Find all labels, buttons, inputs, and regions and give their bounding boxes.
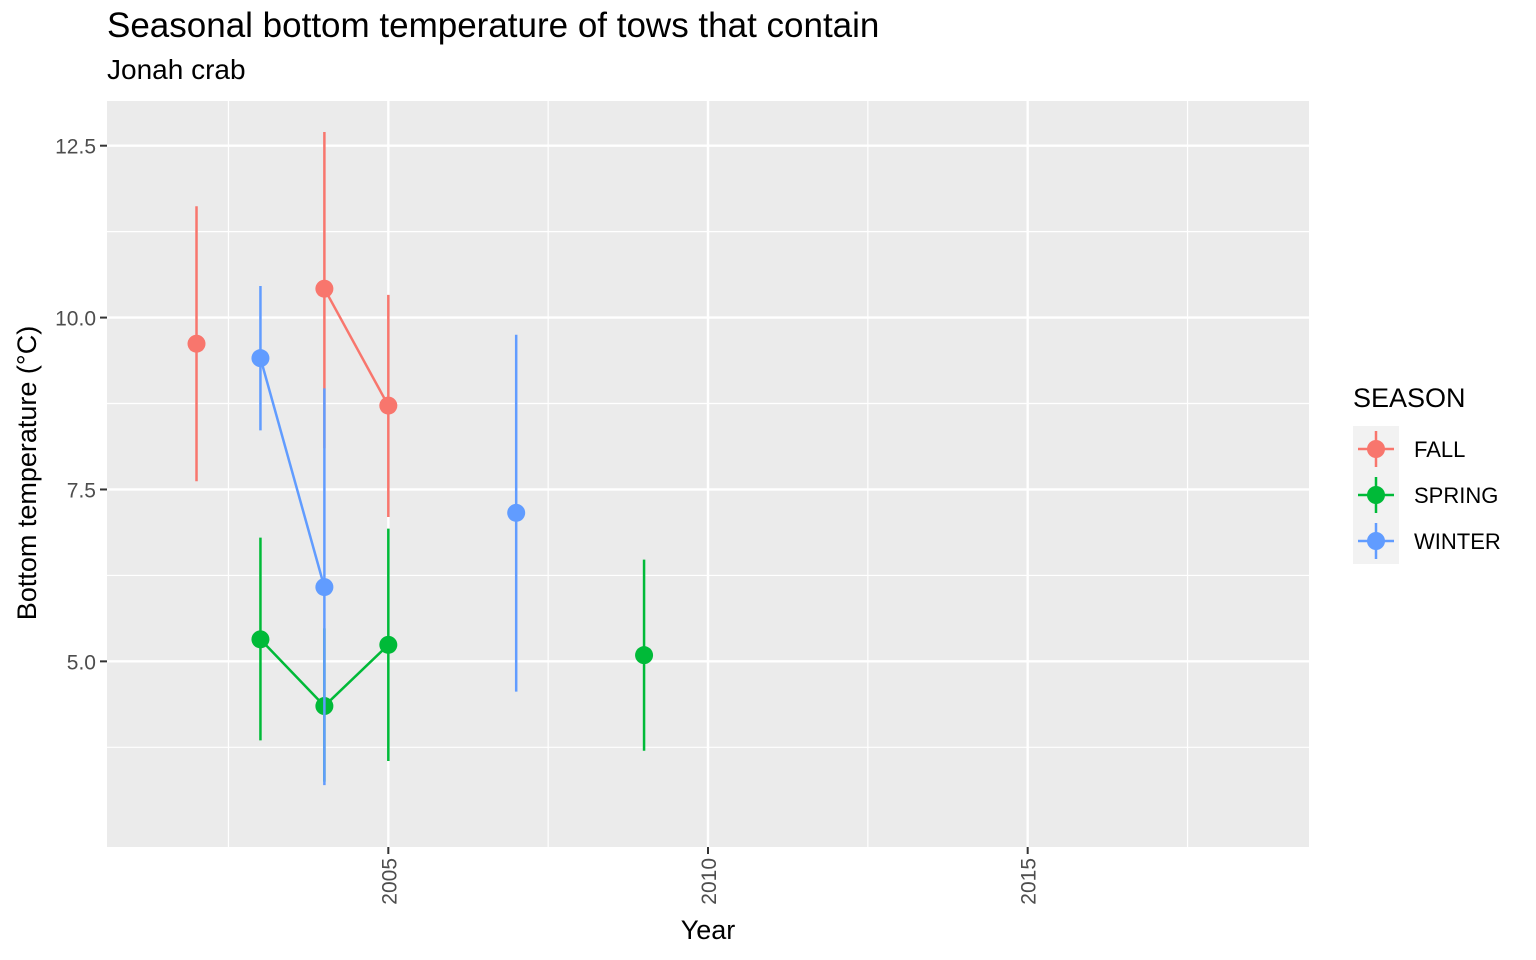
legend-key-spring bbox=[1353, 472, 1399, 518]
y-tick-label: 7.5 bbox=[67, 479, 96, 502]
data-point bbox=[187, 334, 206, 353]
series-line bbox=[323, 643, 390, 707]
x-tick-label: 2015 bbox=[1018, 858, 1041, 905]
legend-label: SPRING bbox=[1414, 483, 1498, 508]
series-layer bbox=[187, 131, 654, 786]
chart-subtitle: Jonah crab bbox=[107, 54, 246, 85]
legend-key-fall bbox=[1353, 426, 1399, 472]
data-point bbox=[507, 503, 526, 522]
series-line bbox=[323, 288, 390, 407]
y-axis-label: Bottom temperature (°C) bbox=[12, 326, 42, 620]
x-tick-label: 2010 bbox=[698, 858, 721, 905]
y-tick-label: 10.0 bbox=[55, 308, 96, 331]
series-line bbox=[259, 638, 326, 707]
data-point bbox=[251, 349, 270, 368]
data-point bbox=[379, 396, 398, 415]
chart-title: Seasonal bottom temperature of tows that… bbox=[107, 6, 880, 45]
legend-key-winter bbox=[1353, 518, 1399, 564]
data-point bbox=[635, 646, 654, 665]
legend-key-point bbox=[1367, 486, 1385, 504]
series-line bbox=[259, 357, 326, 588]
data-point bbox=[379, 635, 398, 654]
y-axis: 5.0 7.5 10.0 12.5 bbox=[55, 136, 107, 674]
legend-title: SEASON bbox=[1353, 383, 1466, 413]
y-tick-label: 12.5 bbox=[55, 136, 96, 159]
legend-label: FALL bbox=[1414, 437, 1465, 462]
x-tick-label: 2005 bbox=[378, 858, 401, 905]
x-axis: 2005 2010 2015 bbox=[378, 847, 1041, 905]
data-point bbox=[315, 578, 334, 597]
legend-key-point bbox=[1367, 440, 1385, 458]
legend-label: WINTER bbox=[1414, 529, 1501, 554]
data-point bbox=[251, 630, 270, 649]
data-point bbox=[315, 279, 334, 298]
series-winter bbox=[251, 285, 526, 786]
legend: SEASON FALL SPRING WINTER bbox=[1353, 383, 1501, 564]
legend-key-point bbox=[1367, 532, 1385, 550]
y-tick-label: 5.0 bbox=[67, 651, 96, 674]
x-axis-label: Year bbox=[681, 915, 736, 945]
